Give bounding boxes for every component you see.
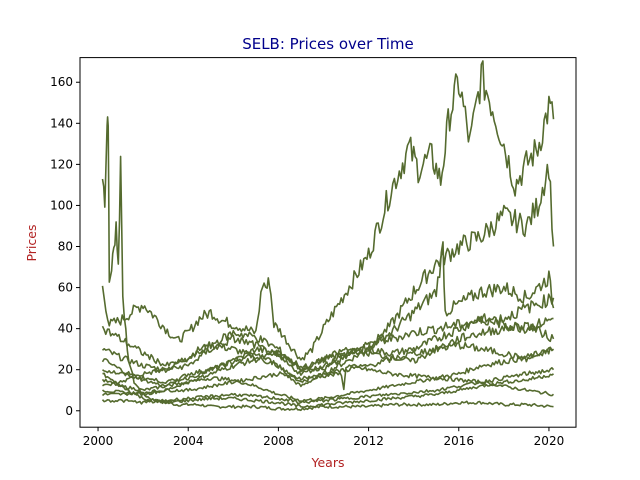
price-series-line-2	[101, 60, 555, 361]
x-tick-label: 2008	[263, 434, 294, 448]
y-tick-label: 0	[65, 404, 73, 418]
x-tick-label: 2004	[173, 434, 204, 448]
price-series-line-5	[101, 346, 554, 403]
price-series-line-10	[102, 293, 555, 387]
price-series-line-8	[101, 325, 555, 373]
y-tick-label: 80	[58, 240, 73, 254]
plot-frame	[79, 57, 577, 428]
y-tick-label: 20	[58, 363, 73, 377]
y-tick-label: 160	[50, 75, 73, 89]
y-tick-label: 100	[50, 198, 73, 212]
x-tick-label: 2020	[534, 434, 565, 448]
x-axis-label: Years	[311, 455, 345, 470]
chart-title: SELB: Prices over Time	[242, 35, 414, 53]
y-axis: 0 20 40 60 80 100 120 140 160	[50, 75, 80, 418]
y-tick-label: 140	[50, 116, 73, 130]
price-series-line-11	[102, 321, 555, 385]
y-tick-label: 40	[58, 322, 73, 336]
x-tick-label: 2000	[83, 434, 114, 448]
y-tick-label: 120	[50, 157, 73, 171]
series-layer	[101, 60, 555, 412]
x-tick-label: 2012	[353, 434, 384, 448]
y-axis-label: Prices	[24, 224, 39, 261]
y-tick-label: 60	[58, 281, 73, 295]
price-series-line-12	[101, 366, 555, 405]
x-axis: 2000 2004 2008 2012 2016 2020	[83, 427, 564, 448]
x-tick-label: 2016	[443, 434, 474, 448]
